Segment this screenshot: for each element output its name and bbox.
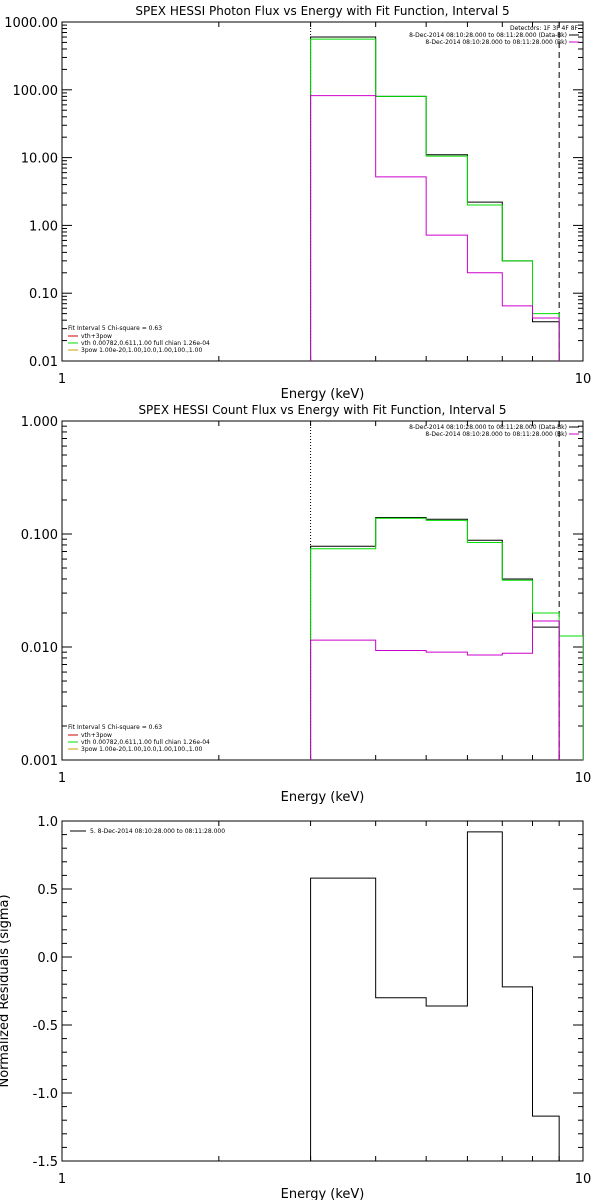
fit-legend-entry: 3pow 1.00e-20,1.00,10.0,1.00,100.,1.00 bbox=[81, 746, 202, 753]
chart-title: SPEX HESSI Count Flux vs Energy with Fit… bbox=[138, 403, 506, 417]
x-tick-label: 10 bbox=[575, 771, 592, 786]
y-tick-label: 0.01 bbox=[29, 355, 58, 370]
legend-entry: 5. 8-Dec-2014 08:10:28.000 to 08:11:28.0… bbox=[90, 828, 225, 835]
y-tick-label: 10.00 bbox=[21, 152, 58, 167]
y-tick-label: 1.00 bbox=[29, 219, 58, 234]
legend-entry: 8-Dec-2014 08:10:28.000 to 08:11:28.000 … bbox=[425, 431, 567, 438]
plot-area bbox=[310, 421, 583, 760]
y-tick-label: 0.100 bbox=[21, 528, 58, 543]
y-tick-label: -1.5 bbox=[33, 1155, 58, 1170]
chart-panel-1: SPEX HESSI Photon Flux vs Energy with Fi… bbox=[4, 4, 591, 402]
legend-entry: 8-Dec-2014 08:10:28.000 to 08:11:28.000 … bbox=[409, 32, 567, 39]
series-black-histogram bbox=[310, 516, 560, 760]
series-magenta-histogram bbox=[310, 95, 560, 361]
plot-frame bbox=[61, 21, 584, 362]
x-axis-label: Energy (keV) bbox=[281, 790, 365, 805]
y-tick-label: 0.10 bbox=[29, 287, 58, 302]
x-tick-label: 10 bbox=[575, 372, 592, 387]
fit-legend-header: Fit Interval 5 Chi-square = 0.63 bbox=[68, 325, 162, 332]
legend-header: Detectors: 1F 3F 4F 8F bbox=[510, 25, 579, 32]
y-tick-label: 1.0 bbox=[37, 815, 58, 830]
y-tick-label: 0.5 bbox=[37, 883, 58, 898]
fit-legend-header: Fit Interval 5 Chi-square = 0.63 bbox=[68, 724, 162, 731]
x-tick-label: 1 bbox=[58, 771, 66, 786]
plot-frame bbox=[61, 420, 584, 761]
chart-title: SPEX HESSI Photon Flux vs Energy with Fi… bbox=[135, 4, 509, 18]
fit-legend-entry: 3pow 1.00e-20,1.00,10.0,1.00,100.,1.00 bbox=[81, 347, 202, 354]
x-axis-label: Energy (keV) bbox=[281, 1187, 365, 1200]
x-tick-label: 1 bbox=[58, 372, 66, 387]
series-green-histogram bbox=[310, 38, 560, 361]
legend-entry: 8-Dec-2014 08:10:28.000 to 08:11:28.000 … bbox=[409, 424, 567, 431]
x-tick-label: 1 bbox=[58, 1172, 66, 1187]
x-axis-label: Energy (keV) bbox=[281, 387, 365, 402]
series-magenta-histogram bbox=[310, 620, 560, 760]
chart-panel-2: SPEX HESSI Count Flux vs Energy with Fit… bbox=[21, 403, 591, 805]
plot-frame bbox=[61, 820, 584, 1162]
plot-area bbox=[310, 831, 560, 1161]
x-tick-label: 10 bbox=[575, 1172, 592, 1187]
fit-legend-entry: vth 0.00782,0.611,1.00 full chian 1.26e-… bbox=[81, 340, 210, 347]
legend-entry: 8-Dec-2014 08:10:28.000 to 08:11:28.000 … bbox=[425, 39, 567, 46]
series-black-histogram bbox=[310, 36, 560, 361]
y-tick-label: 0.001 bbox=[21, 754, 58, 769]
fit-legend-entry: vth 0.00782,0.611,1.00 full chian 1.26e-… bbox=[81, 739, 210, 746]
chart-panel-3: 1.0 0.5 0.0 -0.5 -1.0 -1.51 10 Energy (keV) Norm… bbox=[0, 815, 591, 1200]
y-tick-label: -0.5 bbox=[33, 1019, 58, 1034]
y-tick-label: 100.00 bbox=[13, 84, 59, 99]
y-tick-label: 1000.00 bbox=[4, 16, 58, 31]
y-axis-label: Normalized Residuals (sigma) bbox=[0, 894, 12, 1087]
y-tick-label: 0.010 bbox=[21, 641, 58, 656]
fit-legend-entry: vth+3pow bbox=[81, 732, 112, 739]
y-tick-label: 1.000 bbox=[21, 415, 58, 430]
plot-area bbox=[310, 22, 560, 361]
fit-legend-entry: vth+3pow bbox=[81, 333, 112, 340]
y-tick-label: -1.0 bbox=[33, 1087, 58, 1102]
y-tick-label: 0.0 bbox=[37, 951, 58, 966]
series-green-histogram bbox=[310, 517, 583, 760]
series-black-histogram bbox=[310, 831, 560, 1161]
